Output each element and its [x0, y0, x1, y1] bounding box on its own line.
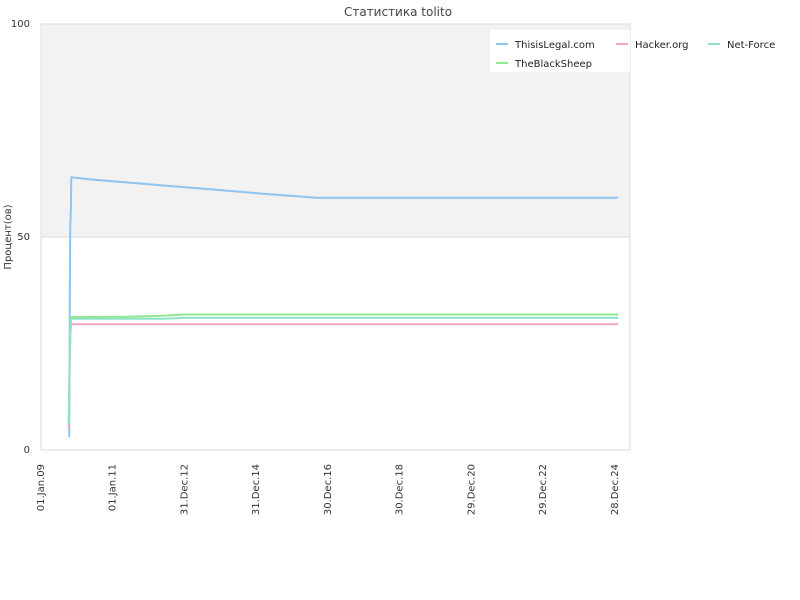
x-tick-label: 01.Jan.11	[108, 464, 119, 511]
series-line	[68, 176, 619, 438]
legend-label: Hacker.org	[635, 40, 689, 51]
y-tick-label: 0	[24, 445, 30, 456]
plot-band	[41, 237, 630, 450]
series-lines	[67, 176, 619, 438]
legend-label: ThisisLegal.com	[514, 40, 595, 51]
x-tick-label: 31.Dec.12	[179, 464, 190, 515]
x-axis-ticks: 01.Jan.09 01.Jan.11 31.Dec.12 31.Dec.14 30.D…	[36, 464, 621, 515]
chart-title: Статистика tolito	[344, 5, 452, 19]
series-line	[68, 313, 619, 321]
y-axis-label: Процент(ов)	[3, 204, 14, 269]
x-tick-label: 31.Dec.14	[251, 464, 262, 515]
x-tick-label: 28.Dec.24	[610, 464, 621, 515]
x-tick-label: 30.Dec.16	[323, 464, 334, 515]
legend-label: Net-Force	[727, 40, 775, 51]
plot-frame	[40, 23, 631, 451]
x-tick-label: 29.Dec.20	[466, 464, 477, 515]
y-tick-label: 50	[17, 232, 30, 243]
legend-label: TheBlackSheep	[514, 59, 592, 70]
x-tick-label: 29.Dec.22	[538, 464, 549, 515]
legend: ThisisLegal.com Hacker.org Net-Force TheBla…	[490, 30, 775, 72]
y-axis-ticks: 0 50 100	[11, 19, 30, 456]
grid	[40, 23, 631, 451]
legend-box	[490, 30, 630, 72]
x-tick-label: 01.Jan.09	[36, 464, 47, 511]
y-tick-label: 100	[11, 19, 30, 30]
x-tick-label: 30.Dec.18	[395, 464, 406, 515]
